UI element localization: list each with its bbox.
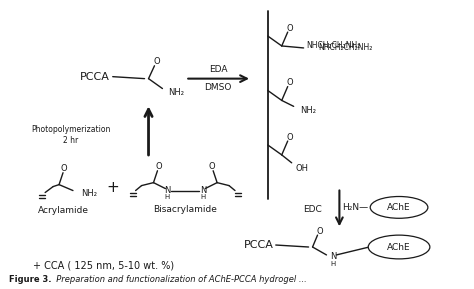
- Ellipse shape: [368, 235, 430, 259]
- Text: NHCH₂CH₂NH₂: NHCH₂CH₂NH₂: [307, 41, 361, 51]
- Text: NH₂: NH₂: [81, 189, 97, 198]
- Text: PCCA: PCCA: [244, 240, 274, 250]
- Text: AChE: AChE: [387, 203, 411, 212]
- Ellipse shape: [370, 197, 428, 218]
- Text: PCCA: PCCA: [80, 72, 110, 82]
- Text: O: O: [155, 162, 162, 171]
- Text: EDC: EDC: [303, 205, 321, 214]
- Text: N: N: [330, 252, 337, 262]
- Text: OH: OH: [296, 164, 309, 173]
- Text: Figure 3.: Figure 3.: [9, 275, 52, 284]
- Text: DMSO: DMSO: [204, 83, 232, 92]
- Text: AChE: AChE: [387, 242, 411, 251]
- Text: O: O: [286, 133, 293, 142]
- Text: H₂N—: H₂N—: [342, 203, 368, 212]
- Text: N: N: [164, 186, 171, 195]
- Text: O: O: [286, 78, 293, 87]
- Text: Photopolymerization
2 hr: Photopolymerization 2 hr: [31, 125, 110, 145]
- Text: N: N: [200, 186, 206, 195]
- Text: O: O: [61, 164, 67, 173]
- Text: Preparation and functionalization of AChE-PCCA hydrogel ...: Preparation and functionalization of ACh…: [51, 275, 307, 284]
- Text: Bisacrylamide: Bisacrylamide: [154, 205, 217, 214]
- Text: NH₂: NH₂: [300, 106, 316, 115]
- Text: H: H: [201, 194, 206, 201]
- Text: H: H: [330, 261, 336, 267]
- Text: H: H: [165, 194, 170, 201]
- Text: O: O: [286, 24, 293, 33]
- Text: NHCH₂CH₂NH₂: NHCH₂CH₂NH₂: [318, 43, 373, 52]
- Text: O: O: [316, 227, 323, 236]
- Text: O: O: [153, 57, 160, 66]
- Text: + CCA ( 125 nm, 5-10 wt. %): + CCA ( 125 nm, 5-10 wt. %): [33, 261, 174, 271]
- Text: +: +: [106, 180, 119, 195]
- Text: Acrylamide: Acrylamide: [37, 206, 89, 215]
- Text: EDA: EDA: [209, 65, 228, 74]
- Text: O: O: [209, 162, 216, 171]
- Text: NH₂: NH₂: [168, 88, 184, 97]
